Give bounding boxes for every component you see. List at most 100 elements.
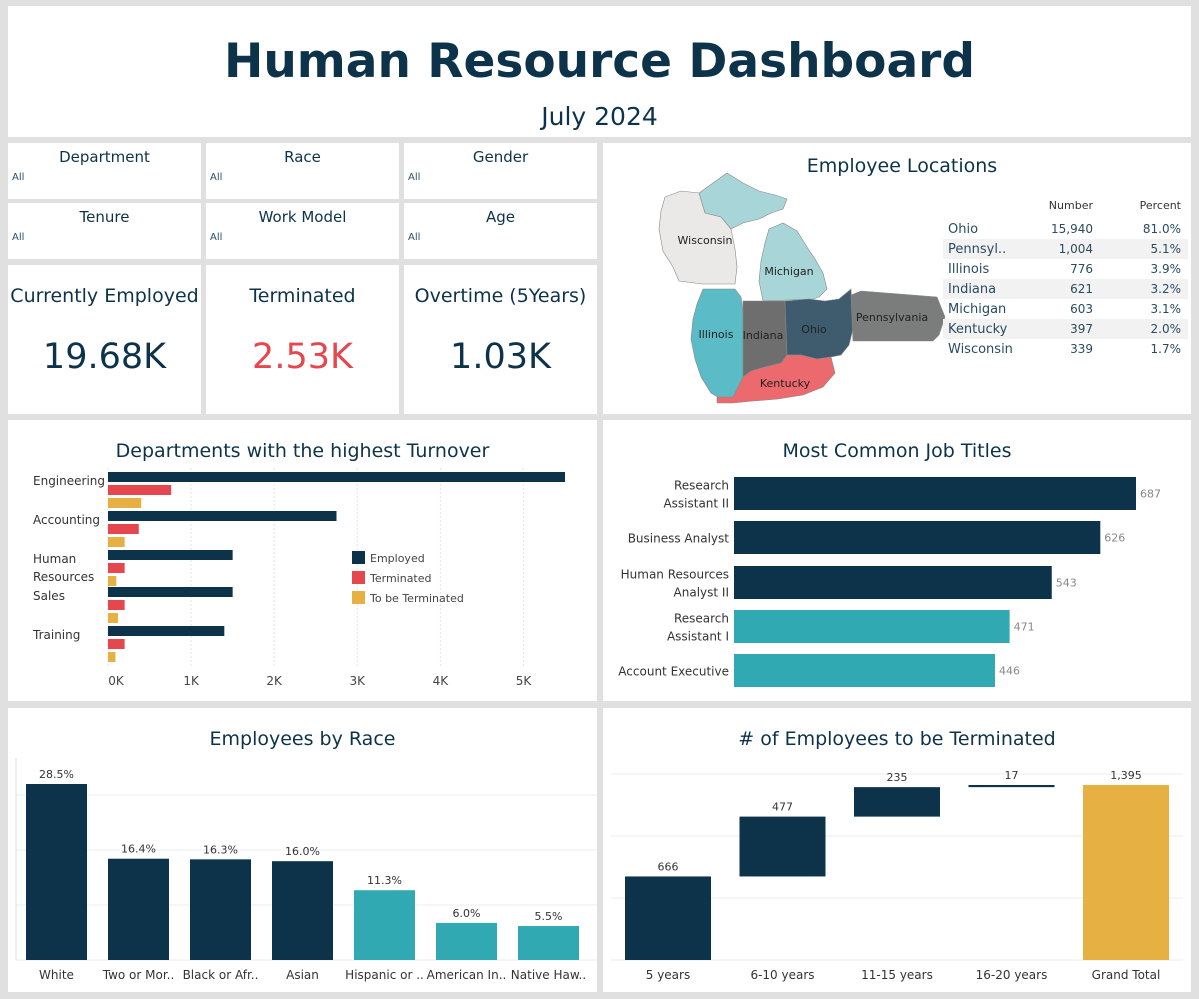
location-row: Kentucky 397 2.0% xyxy=(943,319,1188,339)
bar-to-be-terminated xyxy=(108,576,117,586)
bar-employed xyxy=(108,511,337,521)
bar xyxy=(190,859,251,960)
x-category-label: Grand Total xyxy=(1092,968,1161,982)
map-label-illinois: Illinois xyxy=(699,328,734,341)
bar-to-be-terminated xyxy=(108,613,118,623)
filter-value[interactable]: All xyxy=(12,232,25,243)
y-category-label: Research xyxy=(674,612,729,626)
x-category-label: 11-15 years xyxy=(861,968,933,982)
y-category-label: Engineering xyxy=(33,474,105,488)
location-percent: 2.0% xyxy=(1150,322,1182,336)
header-panel: Human Resource Dashboard July 2024 xyxy=(8,6,1191,137)
page-subtitle: July 2024 xyxy=(541,102,658,131)
bar xyxy=(1083,785,1169,960)
filter-department[interactable]: Department All xyxy=(8,143,201,199)
map-state-wisconsin[interactable] xyxy=(658,190,738,285)
filter-value[interactable]: All xyxy=(210,232,223,243)
bar xyxy=(739,816,826,877)
map-label-ohio: Ohio xyxy=(801,323,827,336)
bar-value-label: 28.5% xyxy=(39,768,74,781)
filter-value[interactable]: All xyxy=(210,172,223,183)
terminated-title: # of Employees to be Terminated xyxy=(738,728,1056,750)
map-label-indiana: Indiana xyxy=(743,329,784,342)
turnover-panel: Departments with the highest Turnover 0K… xyxy=(8,420,597,701)
filter-value[interactable]: All xyxy=(12,172,25,183)
x-category-label: Native Haw.. xyxy=(511,968,586,982)
bar xyxy=(272,861,333,960)
filter-label: Department xyxy=(59,148,150,166)
filter-work-model[interactable]: Work Model All xyxy=(206,203,399,259)
map-state-kentucky[interactable] xyxy=(716,354,836,404)
location-state: Illinois xyxy=(948,261,990,277)
y-category-label: Training xyxy=(32,628,80,642)
filter-tenure[interactable]: Tenure All xyxy=(8,203,201,259)
filter-label: Gender xyxy=(472,148,529,166)
bar-employed xyxy=(108,550,233,560)
y-category-label: Human Resources xyxy=(621,568,729,582)
x-category-label: American In.. xyxy=(427,968,507,982)
y-category-label: Account Executive xyxy=(618,665,729,679)
jobs-chart: Research Assistant II 687 Business Analyst 6… xyxy=(618,477,1161,687)
bar xyxy=(354,890,415,960)
x-category-label: 16-20 years xyxy=(976,968,1048,982)
legend-label: Terminated xyxy=(369,572,432,585)
bar xyxy=(854,787,940,817)
location-percent: 5.1% xyxy=(1150,242,1182,256)
filter-label: Work Model xyxy=(258,208,347,226)
locations-panel: Employee Locations Wisconsin Michigan Il… xyxy=(603,143,1191,414)
bar-employed xyxy=(108,626,225,636)
bar xyxy=(734,477,1136,510)
kpi-value: 1.03K xyxy=(450,337,551,377)
x-category-label: Two or Mor.. xyxy=(102,968,175,982)
location-percent: 3.1% xyxy=(1150,302,1182,316)
legend-label: To be Terminated xyxy=(369,592,464,605)
race-panel: Employees by Race 28.5% White 16.4% Two or … xyxy=(8,708,597,992)
bar xyxy=(108,858,169,960)
location-state: Michigan xyxy=(948,301,1007,317)
x-tick-label: 4K xyxy=(433,674,450,688)
legend-swatch xyxy=(352,551,365,564)
bar-value-label: 446 xyxy=(999,665,1020,678)
locations-map[interactable]: Wisconsin Michigan Illinois Indiana Ohio… xyxy=(603,149,948,414)
filter-race[interactable]: Race All xyxy=(206,143,399,199)
map-label-pennsylvania: Pennsylvania xyxy=(856,311,928,324)
location-state: Pennsyl.. xyxy=(948,241,1007,257)
legend-swatch xyxy=(352,591,365,604)
bar-value-label: 16.0% xyxy=(285,845,320,858)
legend-swatch xyxy=(352,571,365,584)
locations-rows: Ohio 15,940 81.0% Pennsyl.. 1,004 5.1% Illinoi… xyxy=(943,219,1188,359)
bar-value-label: 477 xyxy=(772,801,793,814)
x-category-label: White xyxy=(39,968,74,982)
location-percent: 81.0% xyxy=(1142,222,1181,236)
turnover-chart: 0K 1K 2K 3K 4K 5K Engineering Accounting Human Re… xyxy=(32,468,565,688)
filter-value[interactable]: All xyxy=(408,172,421,183)
terminated-chart: 666 5 years 477 6-10 years 235 11-15 years 17 1… xyxy=(611,769,1183,982)
map-state-michigan-lp[interactable] xyxy=(758,222,828,302)
filter-value[interactable]: All xyxy=(408,232,421,243)
filter-gender[interactable]: Gender All xyxy=(404,143,597,199)
bar xyxy=(734,566,1052,599)
kpi-label: Terminated xyxy=(249,285,356,307)
map-state-pennsylvania[interactable] xyxy=(850,290,946,342)
y-category-label: Assistant II xyxy=(663,497,729,511)
location-state: Wisconsin xyxy=(948,341,1013,357)
bar-value-label: 1,395 xyxy=(1110,769,1142,782)
map-state-illinois[interactable] xyxy=(690,288,744,402)
x-tick-label: 5K xyxy=(516,674,533,688)
y-category-label: Analyst II xyxy=(674,586,729,600)
filter-age[interactable]: Age All xyxy=(404,203,597,259)
bar-terminated xyxy=(108,563,125,573)
filter-label: Tenure xyxy=(79,208,130,226)
bar-to-be-terminated xyxy=(108,498,142,508)
col-number: Number xyxy=(1048,199,1093,212)
filter-label: Age xyxy=(485,208,515,226)
kpi-currently-employed: Currently Employed 19.68K xyxy=(8,265,201,414)
y-category-label: Research xyxy=(674,479,729,493)
bar xyxy=(436,922,497,960)
bar xyxy=(734,521,1101,554)
terminated-panel: # of Employees to be Terminated 666 5 yea… xyxy=(603,708,1191,992)
x-category-label: Asian xyxy=(286,968,319,982)
location-row: Illinois 776 3.9% xyxy=(943,259,1188,279)
y-category-label: Human xyxy=(33,552,76,566)
location-percent: 3.2% xyxy=(1150,282,1182,296)
